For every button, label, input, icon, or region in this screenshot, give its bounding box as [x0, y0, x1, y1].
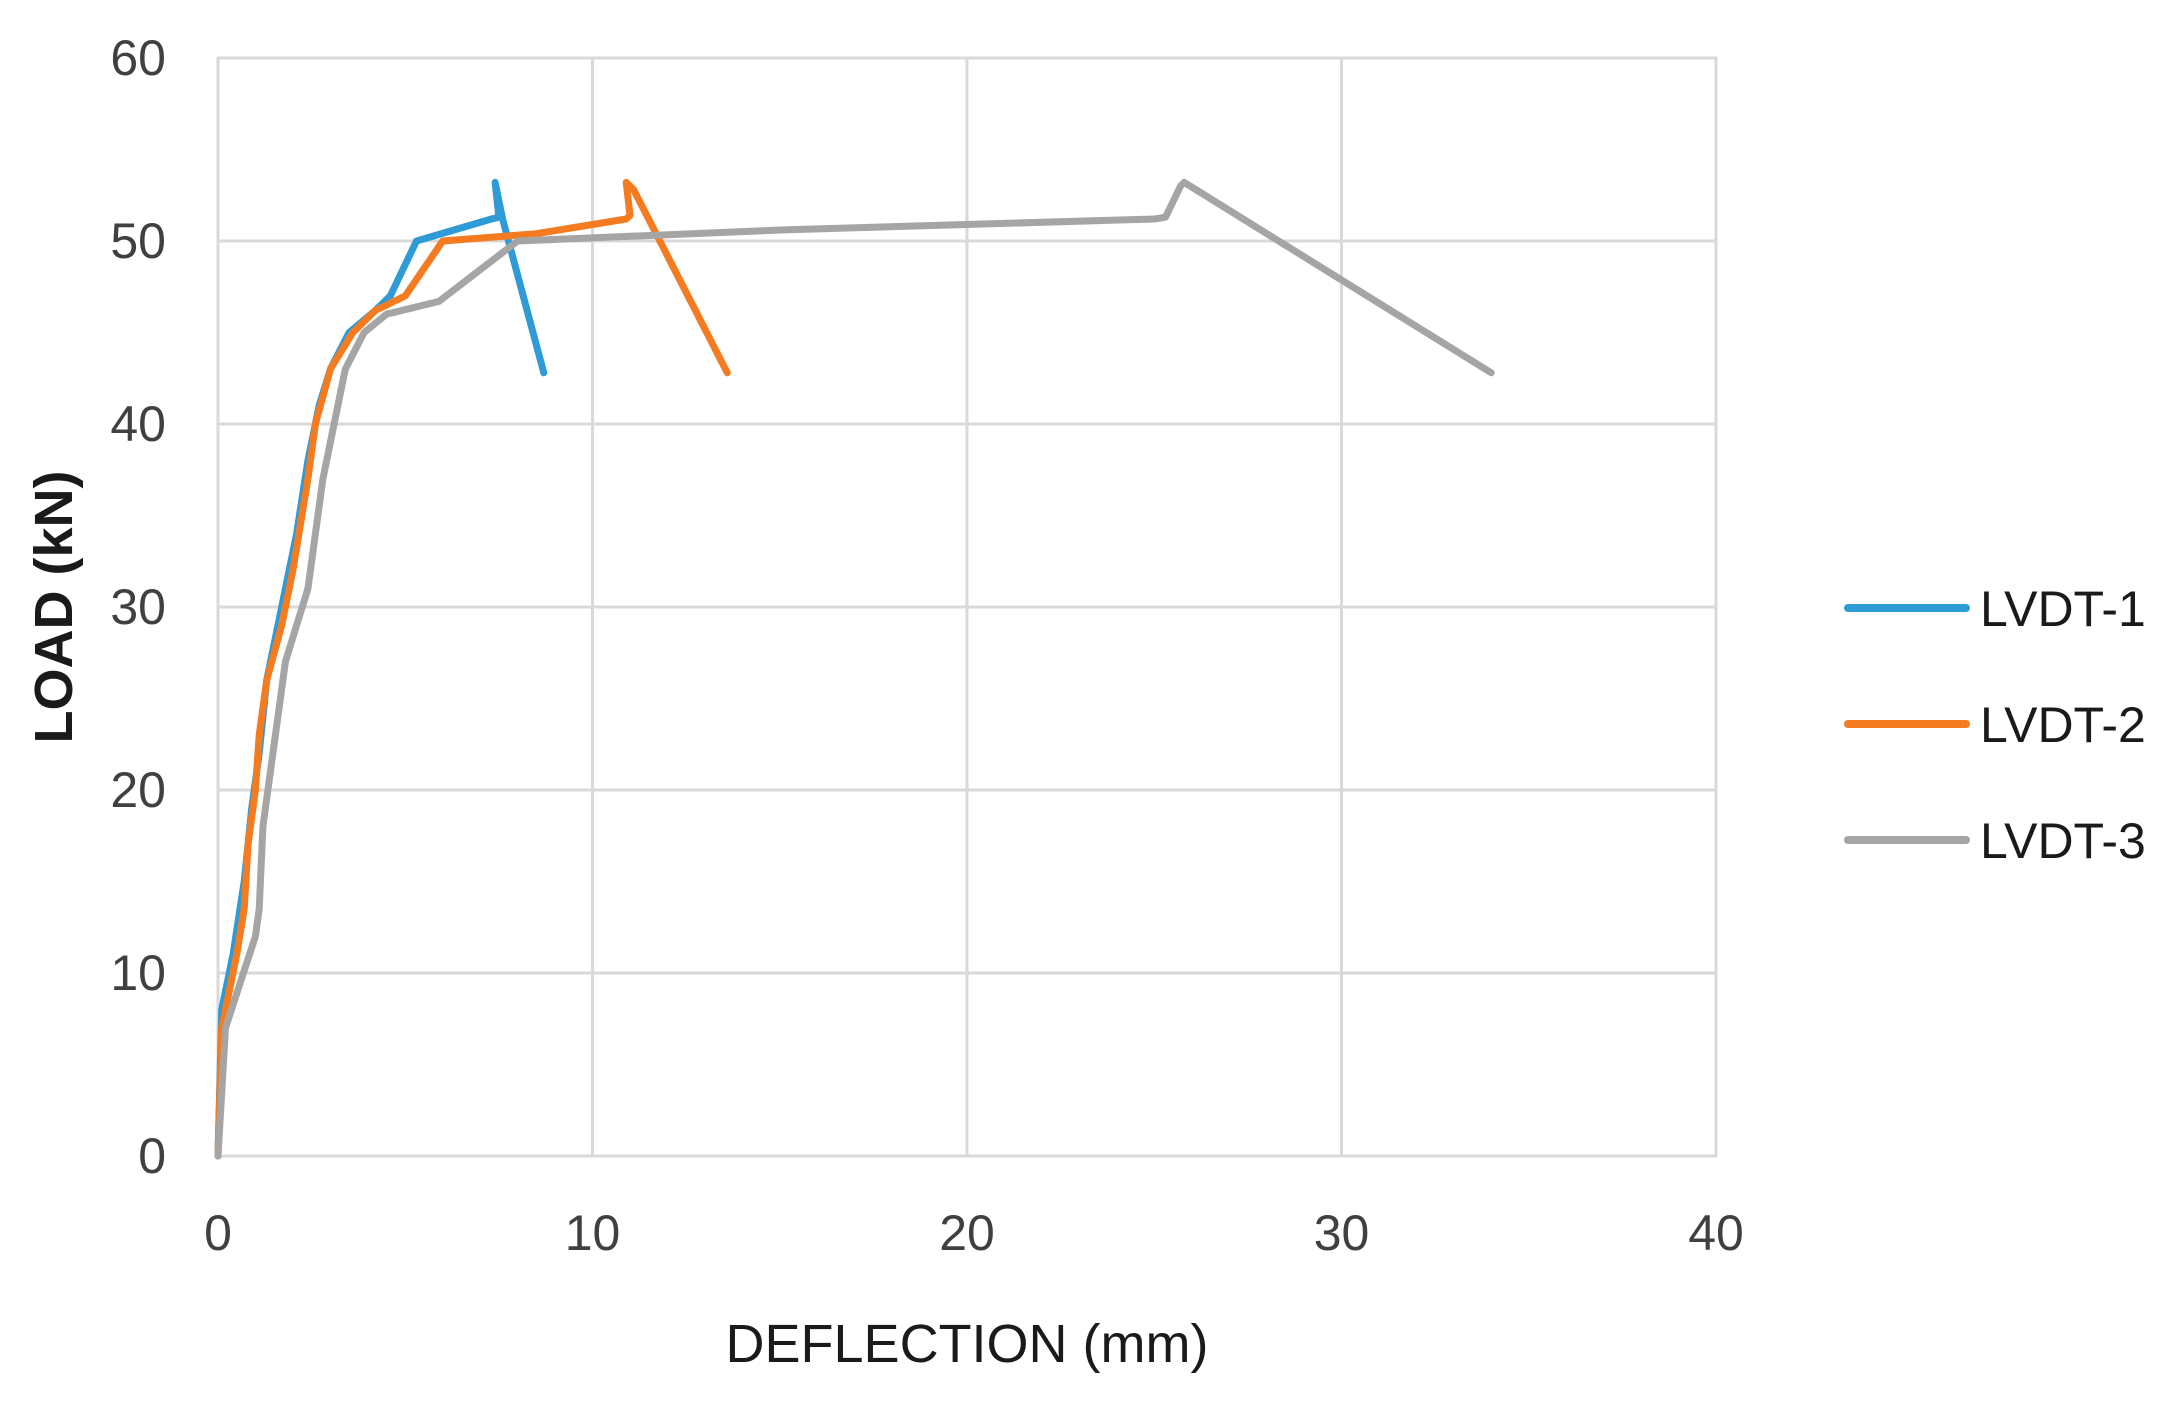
- y-axis-tick-labels: 0 10 20 30 40 50 60: [110, 30, 166, 1184]
- y-axis-title: LOAD (kN): [24, 471, 84, 744]
- legend-label-lvdt-1: LVDT-1: [1980, 581, 2146, 637]
- x-axis-title: DEFLECTION (mm): [726, 1314, 1209, 1374]
- y-tick-label: 40: [110, 396, 166, 452]
- y-tick-label: 10: [110, 945, 166, 1001]
- plot-area-frame: [216, 56, 1718, 1158]
- x-tick-label: 0: [204, 1205, 232, 1261]
- x-tick-label: 10: [565, 1205, 621, 1261]
- y-tick-label: 0: [138, 1128, 166, 1184]
- legend-label-lvdt-3: LVDT-3: [1980, 813, 2146, 869]
- series-layer: [214, 178, 1495, 1160]
- y-tick-label: 30: [110, 579, 166, 635]
- y-tick-label: 50: [110, 213, 166, 269]
- legend-label-lvdt-2: LVDT-2: [1980, 697, 2146, 753]
- x-axis-tick-labels: 0 10 20 30 40: [204, 1205, 1744, 1261]
- x-tick-label: 20: [939, 1205, 995, 1261]
- x-tick-label: 30: [1314, 1205, 1370, 1261]
- y-tick-label: 60: [110, 30, 166, 86]
- x-tick-label: 40: [1688, 1205, 1744, 1261]
- y-tick-label: 20: [110, 762, 166, 818]
- series-line-lvdt-2: [214, 178, 731, 1160]
- legend: LVDT-1 LVDT-2 LVDT-3: [1844, 581, 2146, 869]
- series-line-lvdt-3: [214, 178, 1495, 1160]
